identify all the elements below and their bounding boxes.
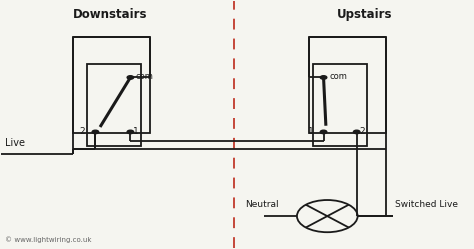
Text: © www.lightwiring.co.uk: © www.lightwiring.co.uk xyxy=(5,237,92,243)
Circle shape xyxy=(354,130,360,134)
Bar xyxy=(73,37,150,133)
Text: 1: 1 xyxy=(133,127,138,136)
Text: com: com xyxy=(136,72,154,81)
Text: com: com xyxy=(329,72,347,81)
Circle shape xyxy=(320,130,327,134)
Circle shape xyxy=(320,76,327,79)
Bar xyxy=(87,64,141,146)
Text: Neutral: Neutral xyxy=(245,200,279,209)
Text: 2: 2 xyxy=(359,127,365,136)
Circle shape xyxy=(92,130,99,134)
Bar xyxy=(309,37,385,133)
Text: Upstairs: Upstairs xyxy=(337,8,392,21)
Text: 2: 2 xyxy=(80,127,85,136)
Circle shape xyxy=(127,76,134,79)
Text: Downstairs: Downstairs xyxy=(73,8,147,21)
Text: 1: 1 xyxy=(308,127,313,136)
Circle shape xyxy=(127,130,134,134)
Text: Live: Live xyxy=(5,138,26,148)
Text: Switched Live: Switched Live xyxy=(395,200,458,209)
Bar xyxy=(313,64,367,146)
